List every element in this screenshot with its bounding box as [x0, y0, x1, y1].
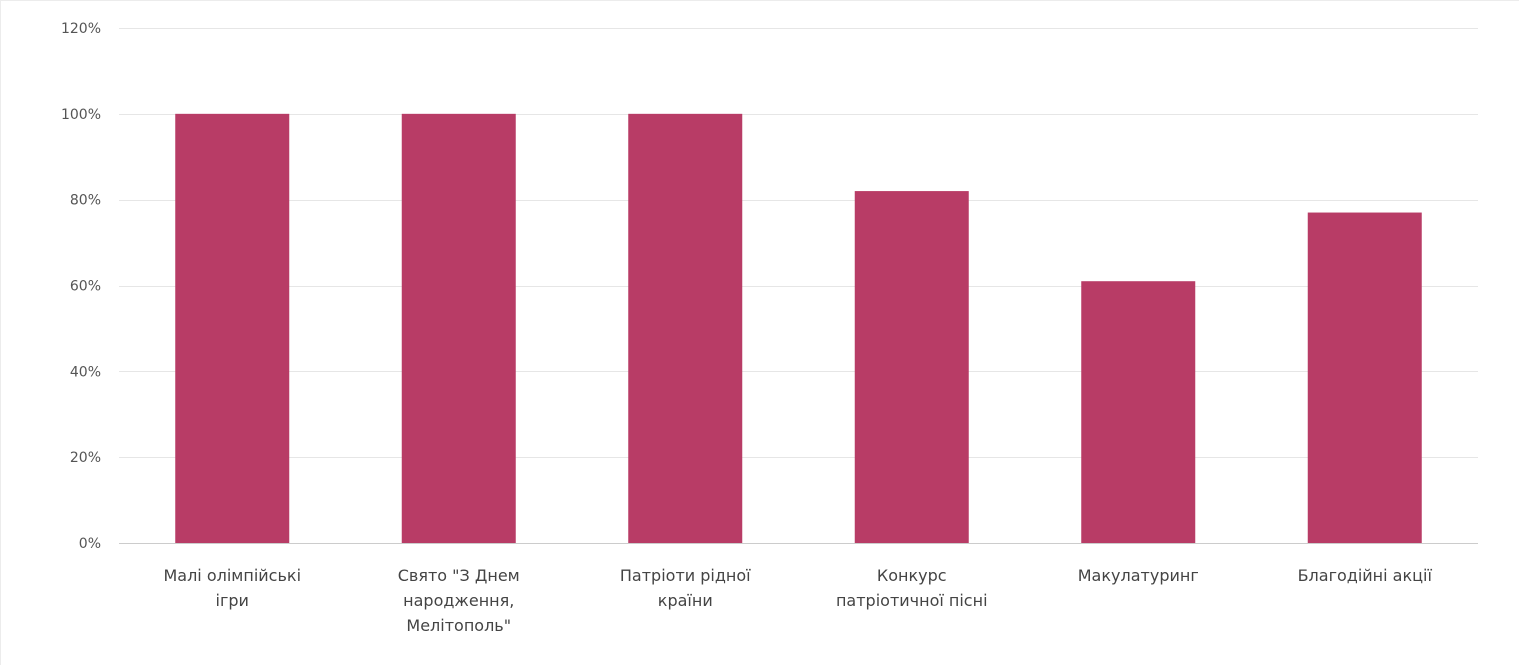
y-tick-label: 80%	[70, 193, 101, 209]
x-category-label: Свято "З Днем народження, Мелітополь"	[398, 566, 520, 635]
y-tick-label: 100%	[61, 107, 101, 123]
x-category-label: Малі олімпійські ігри	[163, 566, 301, 610]
y-tick-label: 0%	[79, 536, 101, 552]
y-tick-label: 120%	[61, 21, 101, 37]
y-tick-label: 40%	[70, 364, 101, 380]
bar	[175, 113, 290, 543]
y-tick-label: 60%	[70, 279, 101, 295]
bar	[628, 113, 743, 543]
x-category-label: Благодійні акції	[1298, 566, 1433, 585]
x-category-label: Конкурс патріотичної пісні	[836, 566, 988, 610]
x-category-label: Макулатуринг	[1078, 566, 1199, 585]
x-category-label: Патріоти рідної країни	[620, 566, 751, 610]
y-tick-label: 20%	[70, 450, 101, 466]
grid-lines	[119, 28, 1478, 544]
bar	[401, 113, 516, 543]
bars	[175, 113, 1422, 544]
x-axis-category-labels: Малі олімпійські ігри Свято "З Днем народже…	[163, 566, 1432, 635]
y-axis-tick-labels: 0% 20% 40% 60% 80% 100% 120%	[61, 21, 101, 552]
bar	[854, 191, 969, 544]
bar	[1081, 281, 1196, 543]
bar	[1307, 212, 1422, 543]
